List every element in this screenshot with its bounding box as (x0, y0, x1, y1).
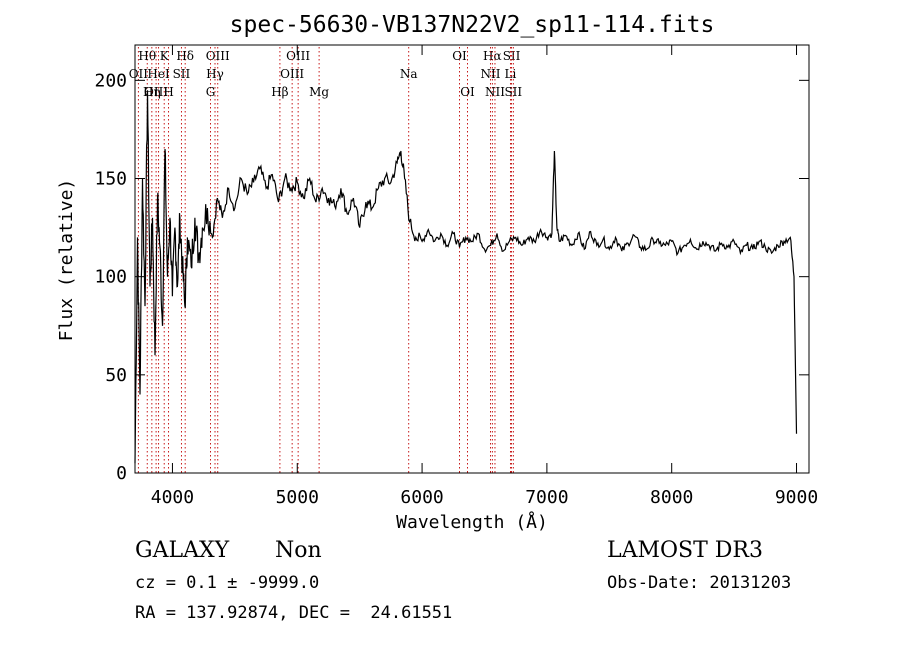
x-tick-label: 9000 (775, 487, 818, 508)
emission-line-label: HeI (147, 67, 170, 81)
x-axis-label: Wavelength (Å) (396, 511, 548, 533)
x-tick-label: 5000 (276, 487, 319, 508)
x-tick-label: 8000 (650, 487, 693, 508)
y-tick-label: 100 (94, 267, 127, 288)
emission-line-label: NII (485, 85, 505, 99)
object-class: GALAXY (135, 538, 230, 563)
survey-label: LAMOST DR3 (607, 538, 763, 563)
emission-line-label: Hβ (271, 85, 288, 99)
emission-line-label: OIII (280, 67, 304, 81)
emission-line-label: SII (503, 49, 521, 63)
object-subclass: Non (275, 538, 322, 563)
emission-line-label: OIII (286, 49, 310, 63)
emission-line-label: Mg (309, 85, 329, 99)
y-tick-label: 150 (94, 169, 127, 190)
emission-line-label: OI (452, 49, 467, 63)
emission-line-label: OIII (144, 85, 168, 99)
emission-line-label: OI (460, 85, 475, 99)
emission-line-label: NII (480, 67, 500, 81)
emission-line-markers: Hθ OII OIII K HeI Hη H Hδ SII OIII Hγ G OIII OIII Hβ Mg… (129, 47, 522, 473)
x-tick-label: 4000 (151, 487, 194, 508)
spectrum-line (134, 90, 798, 464)
plot-frame (134, 44, 810, 474)
emission-line-label: G (206, 85, 216, 99)
emission-line-label: SII (504, 85, 522, 99)
emission-line-label: K (160, 49, 170, 63)
emission-line-label: Hη (143, 85, 161, 99)
chart-title: spec-56630-VB137N22V2_sp11-114.fits (230, 12, 715, 38)
y-tick-label: 0 (116, 463, 127, 484)
emission-line-label: Na (400, 67, 418, 81)
y-tick-label: 200 (94, 70, 127, 91)
emission-line-label: OIII (206, 49, 230, 63)
y-axis-label: Flux (relative) (56, 179, 77, 342)
emission-line-label: Li (505, 67, 517, 81)
redshift-value: cz = 0.1 ± -9999.0 (135, 573, 320, 593)
y-tick-label: 50 (105, 365, 127, 386)
emission-line-label: Hα (483, 49, 502, 63)
emission-line-label: Hθ (138, 49, 156, 63)
x-tick-label: 6000 (400, 487, 443, 508)
coordinates: RA = 137.92874, DEC = 24.61551 (135, 603, 453, 623)
emission-line-label: Hδ (176, 49, 194, 63)
x-tick-label: 7000 (525, 487, 568, 508)
emission-line-label: Hγ (206, 67, 224, 81)
obs-date: Obs-Date: 20131203 (607, 573, 792, 593)
emission-line-label: SII (173, 67, 191, 81)
emission-line-label: H (163, 85, 173, 99)
axis-ticks: 4000 5000 6000 7000 8000 9000 0 50 100 150 200 (94, 45, 818, 508)
emission-line-label: OII (129, 67, 149, 81)
